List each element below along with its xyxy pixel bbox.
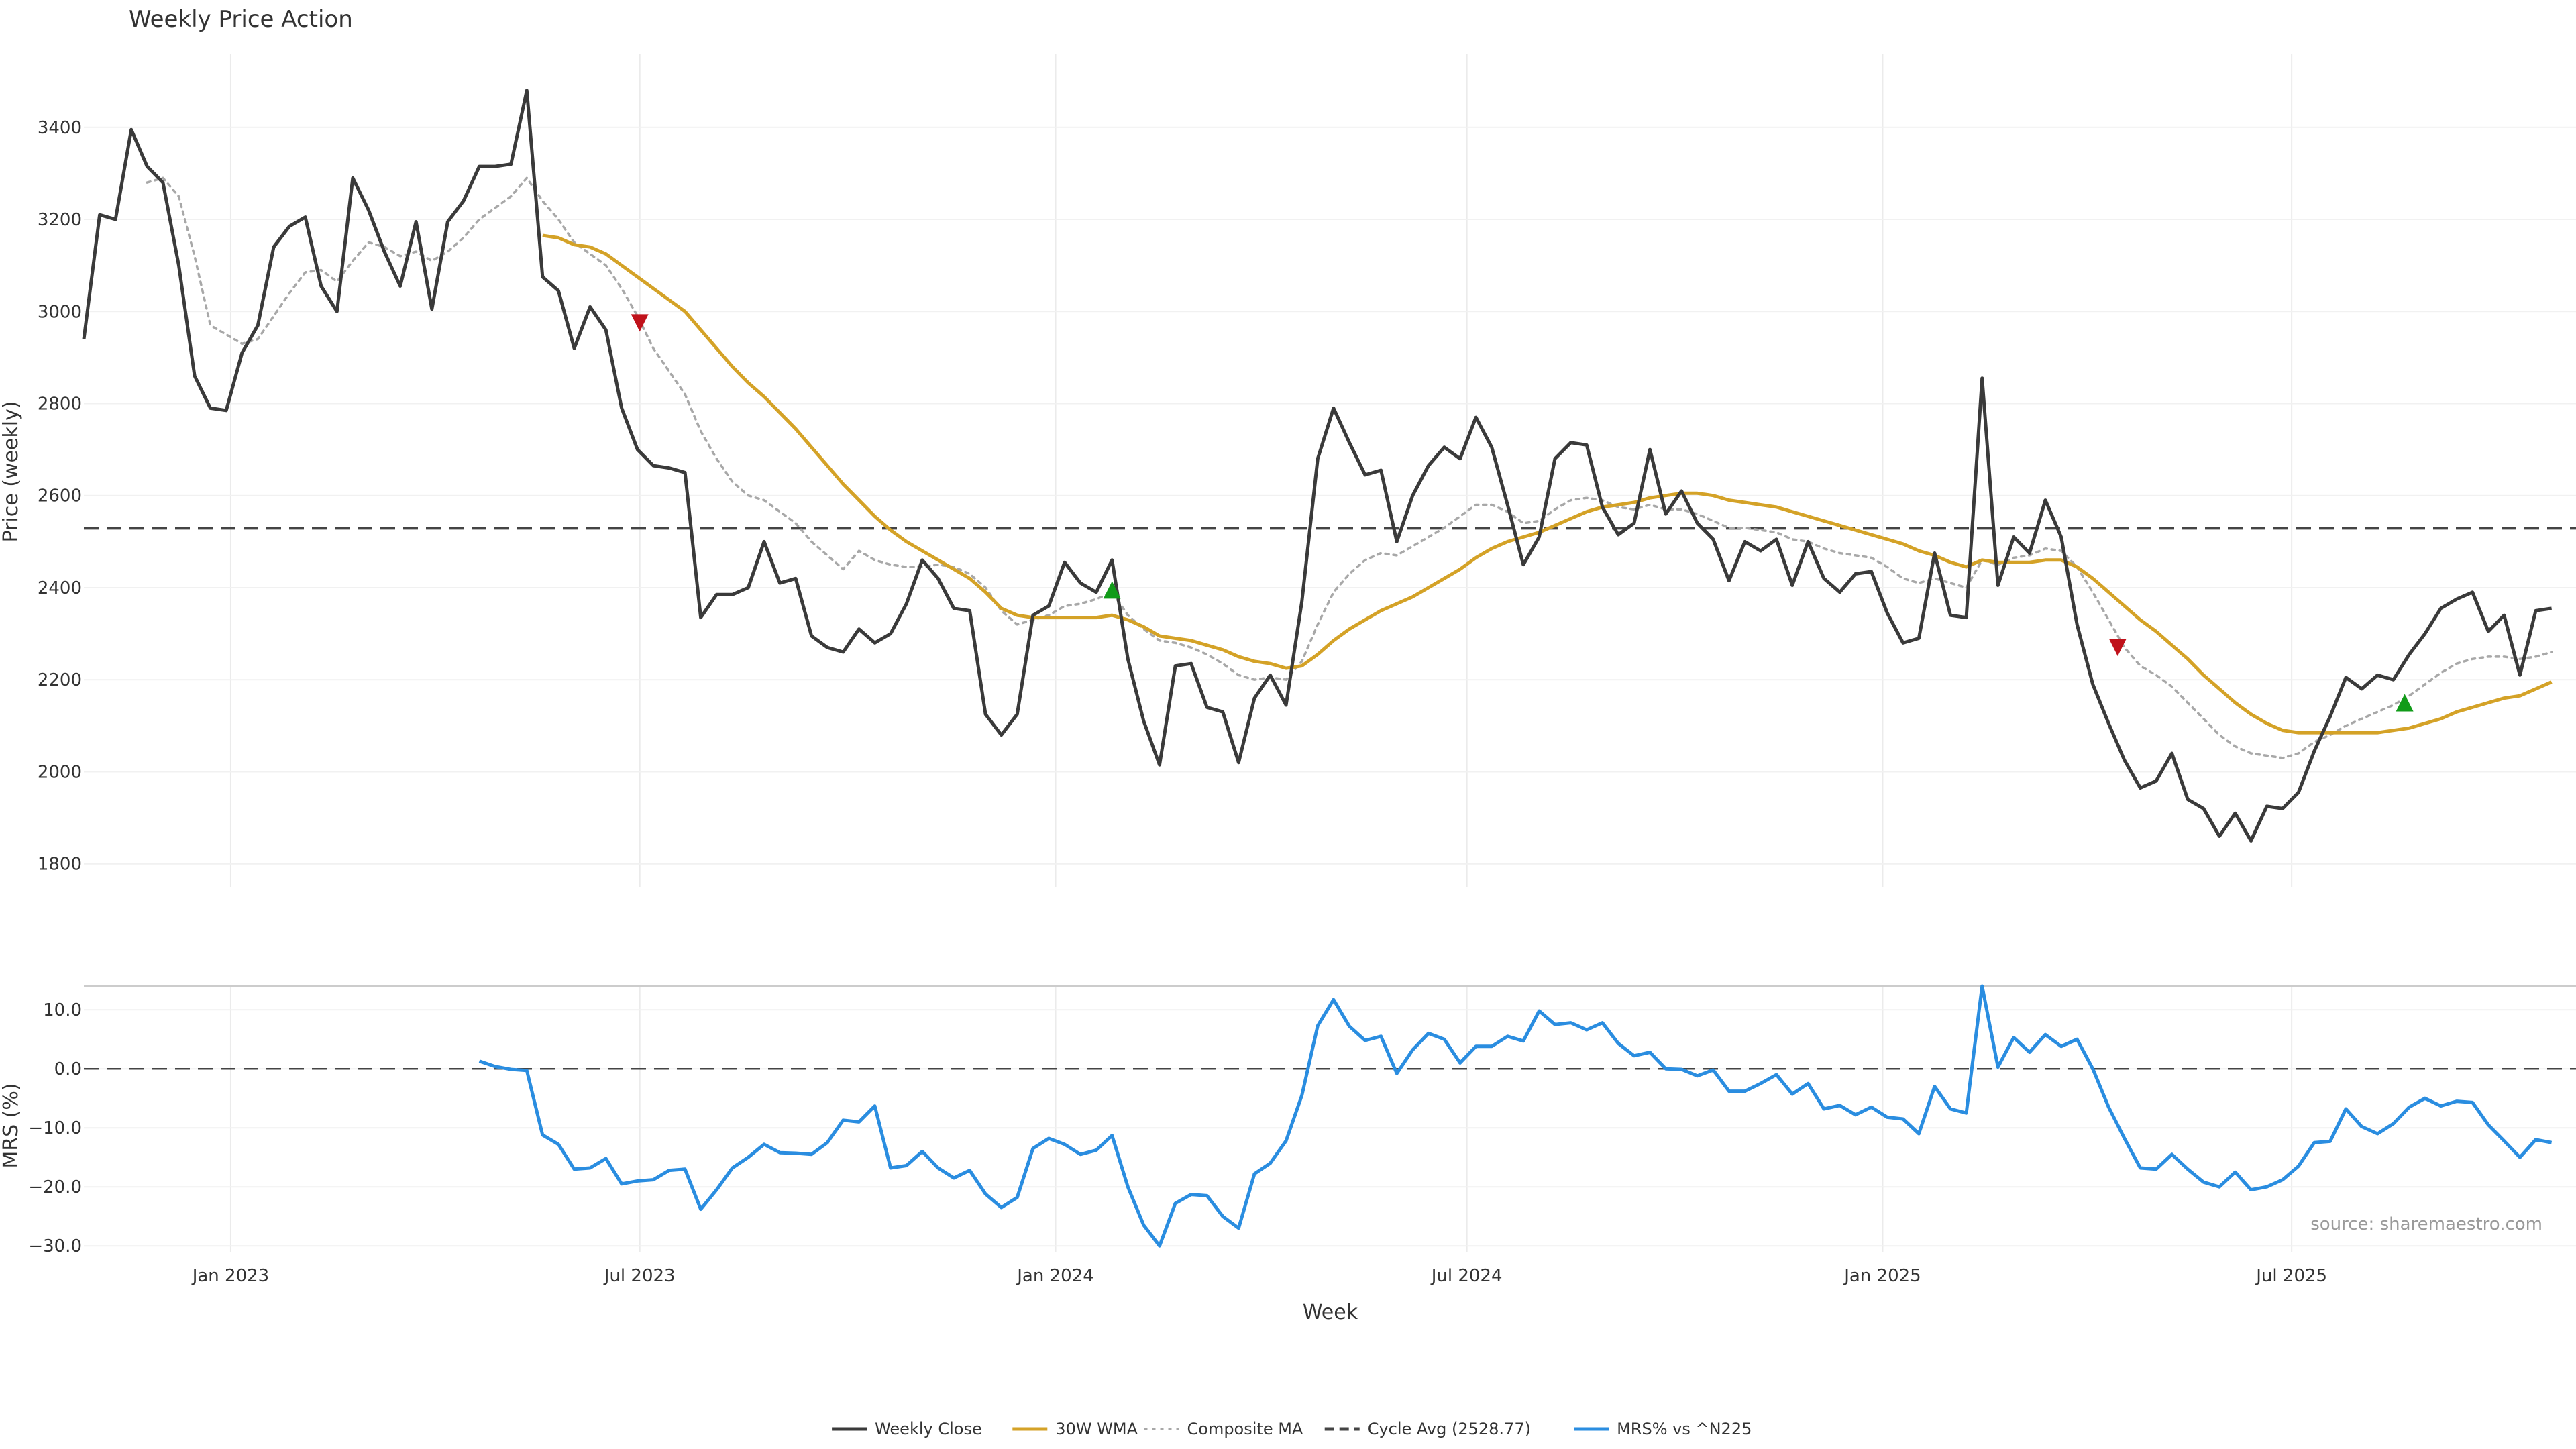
mrs-y-tick-label: −30.0 bbox=[28, 1236, 82, 1256]
mrs-y-tick-label: 10.0 bbox=[43, 1000, 82, 1020]
weekly-close-line bbox=[82, 89, 2552, 843]
x-tick-label: Jul 2024 bbox=[1430, 1266, 1503, 1286]
legend: Weekly Close 30W WMA Composite MA Cycle Avg… bbox=[832, 1419, 1752, 1438]
x-axis-title: Week bbox=[1303, 1301, 1358, 1324]
sell-signal-marker bbox=[631, 314, 649, 332]
mrs-y-tick-label: 0.0 bbox=[54, 1059, 82, 1079]
price-y-tick-label: 3400 bbox=[38, 118, 82, 138]
x-tick-label: Jul 2025 bbox=[2255, 1266, 2327, 1286]
mrs-y-tick-label: −20.0 bbox=[28, 1177, 82, 1197]
price-y-axis: 1800 2000 2200 2400 2600 2800 3000 3200 3400 bbox=[38, 118, 82, 875]
x-tick-label: Jan 2023 bbox=[191, 1266, 270, 1286]
x-tick-label: Jan 2025 bbox=[1843, 1266, 1921, 1286]
mrs-y-axis: −30.0 −20.0 −10.0 0.0 10.0 bbox=[28, 1000, 82, 1256]
x-tick-label: Jan 2024 bbox=[1016, 1266, 1094, 1286]
mrs-y-tick-label: −10.0 bbox=[28, 1118, 82, 1138]
x-axis: Jan 2023 Jul 2023 Jan 2024 Jul 2024 Jan 2025… bbox=[191, 1266, 2327, 1286]
mrs-vs-n225-line bbox=[478, 984, 2553, 1248]
price-y-tick-label: 2000 bbox=[38, 762, 82, 782]
mrs-y-axis-title: MRS (%) bbox=[0, 1083, 23, 1168]
weekly-close-legend-label: Weekly Close bbox=[875, 1419, 982, 1438]
30w-wma-line bbox=[542, 233, 2553, 735]
composite-ma-legend-label: Composite MA bbox=[1187, 1419, 1303, 1438]
mrs-series-layer bbox=[478, 984, 2553, 1248]
30w-wma-legend-label: 30W WMA bbox=[1055, 1419, 1138, 1438]
mrs-vs-n225-legend-label: MRS% vs ^N225 bbox=[1617, 1419, 1752, 1438]
price-y-tick-label: 2200 bbox=[38, 670, 82, 690]
composite-ma-line bbox=[146, 176, 2553, 759]
source-note: source: sharemaestro.com bbox=[2310, 1214, 2542, 1234]
price-y-tick-label: 2600 bbox=[38, 486, 82, 506]
buy-signal-marker bbox=[1103, 581, 1121, 599]
buy-signal-marker bbox=[2396, 694, 2414, 712]
price-y-tick-label: 2400 bbox=[38, 578, 82, 598]
price-y-axis-title: Price (weekly) bbox=[0, 400, 23, 542]
price-y-tick-label: 3200 bbox=[38, 210, 82, 230]
price-y-tick-label: 2800 bbox=[38, 394, 82, 415]
chart-title: Weekly Price Action bbox=[129, 6, 353, 33]
price-y-tick-label: 1800 bbox=[38, 855, 82, 875]
cycle-avg-2528-77-legend-label: Cycle Avg (2528.77) bbox=[1368, 1419, 1531, 1438]
price-series-layer bbox=[82, 89, 2553, 843]
sell-signal-marker bbox=[2108, 639, 2127, 657]
price-y-tick-label: 3000 bbox=[38, 302, 82, 322]
x-tick-label: Jul 2023 bbox=[603, 1266, 676, 1286]
signal-markers bbox=[631, 314, 2414, 712]
price-grid bbox=[84, 54, 2576, 887]
